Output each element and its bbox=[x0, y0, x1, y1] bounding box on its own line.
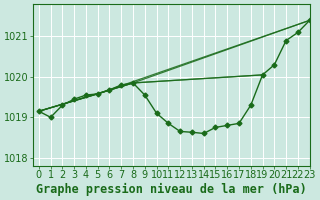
X-axis label: Graphe pression niveau de la mer (hPa): Graphe pression niveau de la mer (hPa) bbox=[36, 183, 307, 196]
